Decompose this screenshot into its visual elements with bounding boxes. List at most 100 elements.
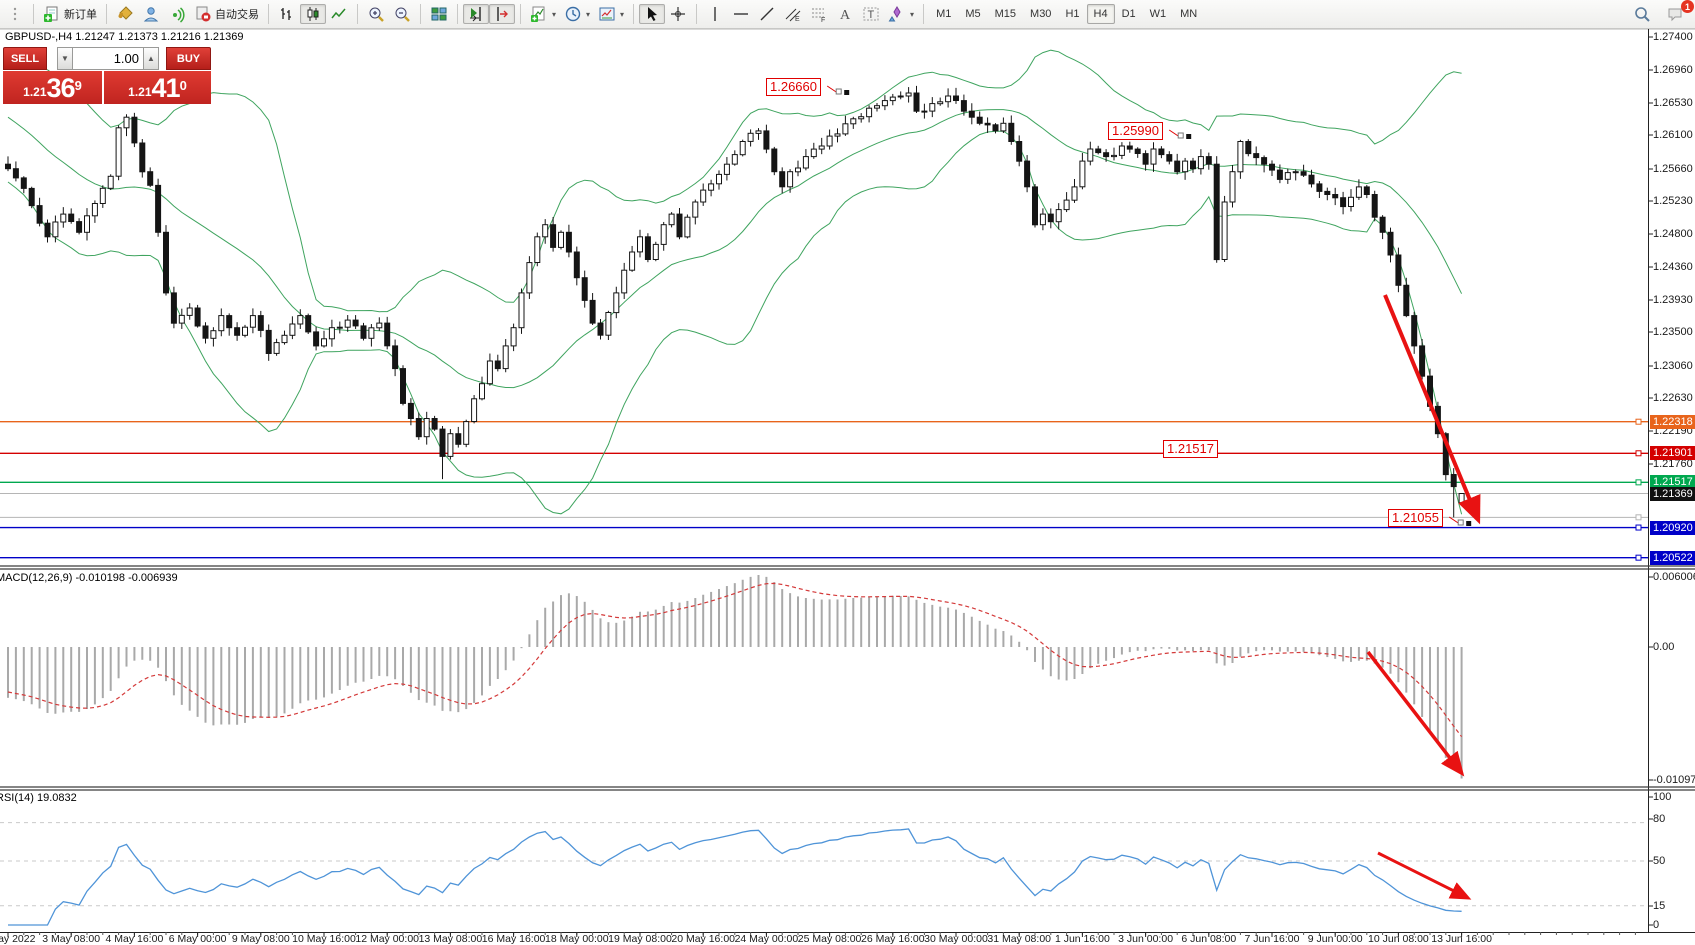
time-axis-label: 16 May 16:00 bbox=[481, 933, 546, 945]
price-axis-tick: 1.25230 bbox=[1653, 195, 1693, 207]
price-callout-label[interactable]: 1.21517 bbox=[1163, 440, 1218, 458]
toolbar-separator bbox=[923, 4, 925, 24]
toolbar-separator bbox=[33, 4, 34, 24]
toolbar-separator bbox=[420, 4, 421, 24]
crosshair-button[interactable] bbox=[665, 4, 691, 24]
tile-windows-icon bbox=[430, 5, 448, 23]
toolbar-separator bbox=[696, 4, 698, 24]
hline-button[interactable] bbox=[728, 4, 754, 24]
price-axis-tick: 1.22630 bbox=[1653, 392, 1693, 404]
zoom-in-button[interactable] bbox=[363, 4, 389, 24]
price-axis-tick: 1.23930 bbox=[1653, 294, 1693, 306]
time-axis-label: 3 May 08:00 bbox=[42, 933, 101, 945]
signal-button[interactable] bbox=[164, 4, 190, 24]
line-chart-button[interactable] bbox=[326, 4, 352, 24]
level-price-label: 1.20920 bbox=[1650, 520, 1695, 535]
periods-button[interactable]: ▾ bbox=[560, 4, 594, 24]
channel-icon: E bbox=[784, 5, 802, 23]
volume-decrease-button[interactable]: ▼ bbox=[57, 47, 73, 70]
autotrade-button[interactable]: 自动交易 bbox=[190, 4, 263, 24]
autotrade-icon bbox=[194, 5, 212, 23]
user-icon bbox=[142, 5, 160, 23]
handle-button[interactable] bbox=[2, 4, 28, 24]
shapes-button[interactable]: ▾ bbox=[884, 4, 918, 24]
time-axis-label: 25 May 08:00 bbox=[797, 933, 862, 945]
notifications-button[interactable]: 1 bbox=[1663, 0, 1694, 24]
chat-icon bbox=[1667, 5, 1685, 23]
chevron-down-icon: ▾ bbox=[910, 9, 915, 19]
toolbar-separator bbox=[633, 4, 635, 24]
sell-price-small: 1.21 bbox=[23, 85, 47, 99]
rsi-axis-tick: 80 bbox=[1653, 813, 1666, 825]
text-label-button[interactable]: T bbox=[858, 4, 884, 24]
text-button[interactable]: A bbox=[832, 4, 858, 24]
channel-button[interactable]: E bbox=[780, 4, 806, 24]
templates-button[interactable]: ▾ bbox=[594, 4, 628, 24]
volume-input[interactable] bbox=[73, 47, 143, 70]
search-button[interactable] bbox=[1629, 4, 1655, 24]
tile-windows-button[interactable] bbox=[426, 4, 452, 24]
price-axis-tick: 1.27400 bbox=[1653, 31, 1693, 43]
buy-price-small: 1.21 bbox=[128, 85, 152, 99]
notification-badge: 1 bbox=[1681, 0, 1694, 13]
timeframe-group: M1 M5 M15 M30 H1 H4 D1 W1 MN bbox=[927, 0, 1206, 28]
buy-button[interactable]: BUY bbox=[166, 47, 211, 70]
user-button[interactable] bbox=[138, 4, 164, 24]
volume-increase-button[interactable]: ▲ bbox=[143, 47, 159, 70]
timeframe-m5[interactable]: M5 bbox=[965, 8, 981, 20]
sell-price-display[interactable]: 1.21 36 9 bbox=[3, 71, 102, 104]
bucket-button[interactable] bbox=[112, 4, 138, 24]
chart-title: GBPUSD-,H4 1.21247 1.21373 1.21216 1.213… bbox=[5, 31, 244, 43]
cursor-button[interactable] bbox=[639, 4, 666, 24]
time-axis-label: 18 May 00:00 bbox=[544, 933, 609, 945]
time-axis-label: 1 Jun 16:00 bbox=[1054, 933, 1110, 945]
price-callout-label[interactable]: 1.21055 bbox=[1388, 509, 1443, 527]
zoom-in-icon bbox=[367, 5, 385, 23]
time-axis-label: 13 May 08:00 bbox=[418, 933, 483, 945]
rsi-axis-tick: 100 bbox=[1653, 791, 1672, 803]
price-axis-tick: 1.26100 bbox=[1653, 129, 1693, 141]
bar-chart-button[interactable] bbox=[274, 4, 300, 24]
rsi-axis-tick: 50 bbox=[1653, 855, 1666, 867]
price-callout-label[interactable]: 1.25990 bbox=[1108, 122, 1163, 140]
candle-chart-button[interactable] bbox=[300, 4, 326, 24]
indicators-button[interactable]: ▾ bbox=[526, 4, 560, 24]
chevron-down-icon: ▾ bbox=[552, 9, 557, 19]
time-axis-label: 2 May 2022 bbox=[0, 933, 36, 945]
text-icon: A bbox=[836, 5, 854, 23]
timeframe-m1[interactable]: M1 bbox=[936, 8, 952, 20]
time-axis-label: 6 May 00:00 bbox=[168, 933, 227, 945]
chart-shift-button[interactable] bbox=[489, 4, 515, 24]
zoom-out-button[interactable] bbox=[389, 4, 415, 24]
timeframe-h4[interactable]: H4 bbox=[1086, 4, 1115, 24]
bucket-icon bbox=[116, 5, 134, 23]
trendline-button[interactable] bbox=[754, 4, 780, 24]
search-icon bbox=[1633, 5, 1651, 23]
level-price-label: 1.22318 bbox=[1650, 414, 1695, 429]
fibo-button[interactable]: F bbox=[806, 4, 832, 24]
auto-scroll-button[interactable] bbox=[463, 4, 489, 24]
handle-icon bbox=[6, 5, 24, 23]
new-order-button[interactable]: 新订单 bbox=[39, 4, 101, 24]
crosshair-icon bbox=[669, 5, 687, 23]
vline-button[interactable] bbox=[702, 4, 728, 24]
fibo-icon: F bbox=[810, 5, 828, 23]
toolbar-separator bbox=[268, 4, 269, 24]
timeframe-d1[interactable]: D1 bbox=[1121, 8, 1136, 20]
svg-text:A: A bbox=[840, 8, 851, 23]
price-callout-label[interactable]: 1.26660 bbox=[766, 78, 821, 96]
toolbar-group: 新订单 bbox=[37, 0, 103, 28]
timeframe-mn[interactable]: MN bbox=[1180, 8, 1198, 20]
timeframe-w1[interactable]: W1 bbox=[1149, 8, 1167, 20]
toolbar-group: E F A T ▾ bbox=[700, 0, 920, 28]
buy-price-display[interactable]: 1.21 41 0 bbox=[104, 71, 211, 104]
timeframe-h1[interactable]: H1 bbox=[1065, 8, 1080, 20]
macd-axis-tick: 0.00 bbox=[1653, 641, 1675, 653]
timeframe-m30[interactable]: M30 bbox=[1030, 8, 1052, 20]
toolbar-group: 自动交易 bbox=[110, 0, 265, 28]
time-axis-label: 10 May 16:00 bbox=[292, 933, 356, 945]
buy-price-sup: 0 bbox=[179, 78, 187, 93]
sell-button[interactable]: SELL bbox=[3, 47, 47, 70]
timeframe-m15[interactable]: M15 bbox=[994, 8, 1017, 20]
